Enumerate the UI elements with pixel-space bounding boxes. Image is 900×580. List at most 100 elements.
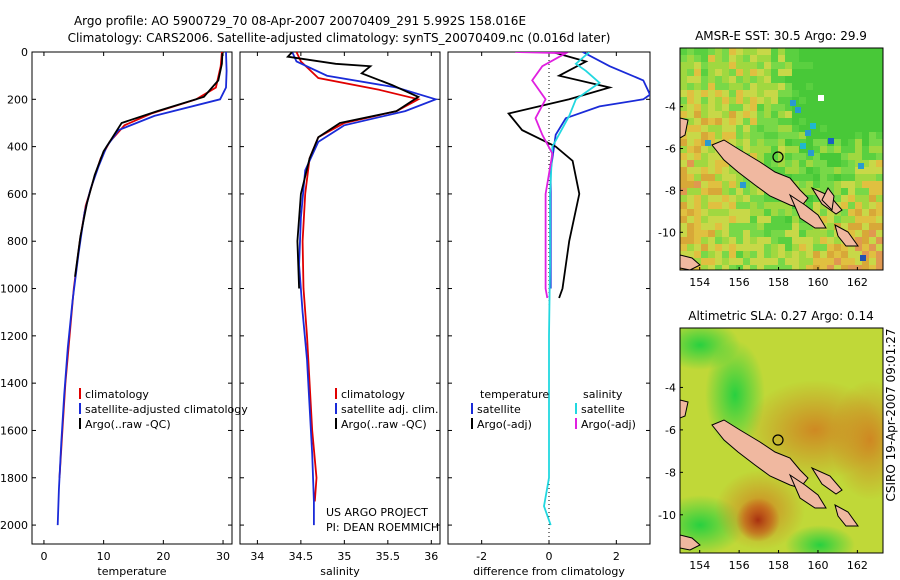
sst-cell xyxy=(736,223,743,230)
sst-cell xyxy=(813,209,820,216)
map-x-tick-label: 156 xyxy=(729,559,750,572)
sst-cell xyxy=(708,223,715,230)
sst-cell xyxy=(820,244,827,251)
sst-cell xyxy=(813,237,820,244)
sst-cell xyxy=(813,111,820,118)
sst-cell xyxy=(757,97,764,104)
sst-cell xyxy=(869,237,876,244)
sst-cell xyxy=(778,83,785,90)
sst-cell xyxy=(869,251,876,258)
map-y-tick-label: -4 xyxy=(665,101,676,114)
sst-cell xyxy=(792,139,799,146)
sst-cell xyxy=(736,125,743,132)
legend-title: temperature xyxy=(480,388,549,401)
sst-cell xyxy=(813,160,820,167)
sst-cell xyxy=(708,69,715,76)
x-tick-label: -2 xyxy=(476,550,487,563)
sst-cell xyxy=(701,76,708,83)
sst-cell xyxy=(848,55,855,62)
sst-cell xyxy=(876,125,883,132)
sst-cell xyxy=(848,111,855,118)
sst-cell xyxy=(687,48,694,55)
sst-cell xyxy=(708,258,715,265)
sst-cell xyxy=(715,48,722,55)
sst-cell xyxy=(694,125,701,132)
sst-cell xyxy=(862,118,869,125)
sst-cell xyxy=(841,160,848,167)
sst-cell xyxy=(820,139,827,146)
sst-cell xyxy=(778,76,785,83)
sst-cell xyxy=(764,90,771,97)
sst-cell xyxy=(869,111,876,118)
sst-cell xyxy=(820,69,827,76)
sst-cell xyxy=(869,153,876,160)
legend-label: satellite xyxy=(477,403,521,416)
sst-cell xyxy=(834,258,841,265)
sst-cell xyxy=(771,125,778,132)
sst-cell xyxy=(708,174,715,181)
argo-float-marker xyxy=(772,151,784,163)
sst-cell xyxy=(862,139,869,146)
sst-cell xyxy=(764,62,771,69)
sst-cell xyxy=(771,90,778,97)
map-y-tick-label: -10 xyxy=(658,226,676,239)
sst-cell xyxy=(708,251,715,258)
sst-cell xyxy=(862,111,869,118)
map-y-tick-label: -10 xyxy=(658,509,676,522)
sst-cell xyxy=(708,83,715,90)
y-tick-label: 600 xyxy=(7,188,28,201)
sst-cell xyxy=(848,209,855,216)
sst-cell xyxy=(806,55,813,62)
map-x-tick-label: 158 xyxy=(768,559,789,572)
sst-cell xyxy=(680,181,687,188)
sst-cell xyxy=(806,223,813,230)
sst-cell xyxy=(729,216,736,223)
side-timestamp: CSIRO 19-Apr-2007 09:01:27 xyxy=(884,328,898,501)
sst-cell xyxy=(869,230,876,237)
sst-cell xyxy=(722,258,729,265)
sst-cell xyxy=(855,216,862,223)
x-tick-label: 34 xyxy=(250,550,264,563)
sst-cell xyxy=(855,132,862,139)
sst-cell xyxy=(806,230,813,237)
sst-cell xyxy=(694,160,701,167)
sst-cell xyxy=(680,48,687,55)
sst-cell xyxy=(757,76,764,83)
sst-cell xyxy=(785,160,792,167)
sst-cell xyxy=(820,265,827,270)
sst-cell xyxy=(687,181,694,188)
sst-cell xyxy=(736,62,743,69)
sst-cell xyxy=(722,90,729,97)
sst-cell xyxy=(701,174,708,181)
sst-cell xyxy=(855,167,862,174)
sst-cell xyxy=(715,55,722,62)
sst-cell xyxy=(687,118,694,125)
sst-cell xyxy=(743,258,750,265)
sst-cell xyxy=(743,69,750,76)
sst-cell xyxy=(827,146,834,153)
sst-cell xyxy=(813,202,820,209)
sst-cell xyxy=(715,153,722,160)
sst-cell xyxy=(722,55,729,62)
sst-cell xyxy=(694,153,701,160)
sst-cell xyxy=(820,167,827,174)
sst-cell xyxy=(701,181,708,188)
sst-cell xyxy=(813,230,820,237)
sst-cell xyxy=(862,237,869,244)
sst-cell xyxy=(764,265,771,270)
sst-cell xyxy=(827,181,834,188)
sst-cell xyxy=(729,230,736,237)
sst-cell xyxy=(715,258,722,265)
sst-cell xyxy=(708,188,715,195)
sst-cell xyxy=(708,118,715,125)
sst-cell xyxy=(743,97,750,104)
sst-cell xyxy=(701,111,708,118)
sst-cell xyxy=(743,251,750,258)
sst-cell xyxy=(848,195,855,202)
sst-cell xyxy=(855,230,862,237)
sst-cell xyxy=(687,237,694,244)
sst-cell xyxy=(701,90,708,97)
sst-cell xyxy=(862,132,869,139)
sst-cell xyxy=(715,167,722,174)
sst-cell xyxy=(771,132,778,139)
